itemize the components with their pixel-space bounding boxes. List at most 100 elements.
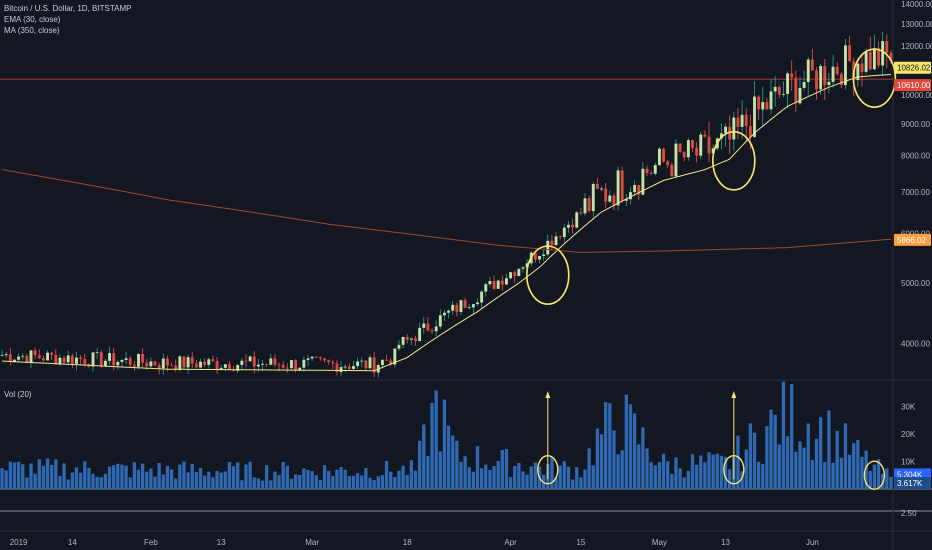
candle-body (864, 52, 868, 72)
candle-body (306, 358, 310, 360)
volume-bar (16, 461, 21, 489)
ema-legend: EMA (30, close) (4, 15, 61, 24)
candle-body (99, 352, 103, 366)
volume-bar (0, 468, 4, 489)
volume-bar (624, 394, 628, 489)
candle-body (604, 188, 608, 202)
candle-body (633, 185, 637, 193)
candle-body (554, 236, 558, 246)
candle-body (318, 357, 322, 359)
chart-title: Bitcoin / U.S. Dollar, 1D, BITSTAMP (4, 4, 132, 13)
candle-body (8, 354, 12, 362)
volume-bar (666, 461, 670, 489)
candle-body (54, 354, 58, 365)
candle-body (228, 364, 231, 371)
volume-bar (781, 381, 786, 489)
volume-bar (595, 428, 600, 489)
volume-bar (368, 477, 372, 489)
candle-body (653, 165, 657, 174)
candle-body (153, 361, 157, 366)
candle-body (504, 278, 508, 285)
candle-body (438, 315, 442, 327)
volume-bar (471, 471, 476, 489)
price-tick-label: 9000.00 (901, 120, 930, 129)
volume-bar (364, 468, 368, 489)
volume-bar (777, 444, 781, 489)
volume-bar (835, 430, 839, 489)
volume-bar (839, 457, 843, 489)
candle-body (703, 134, 707, 137)
candle-body (463, 300, 467, 308)
volume-bar (413, 470, 418, 489)
candle-body (285, 367, 289, 369)
volume-bar (459, 461, 463, 489)
volume-bar (165, 465, 170, 489)
candle-body (467, 307, 471, 309)
volume-bar (872, 464, 877, 489)
candle-body (629, 192, 632, 200)
candle-body (839, 74, 843, 86)
candle-body (480, 291, 484, 303)
candle-body (533, 252, 537, 260)
price-tick-label: 13000.00 (901, 20, 932, 29)
x-tick-label: 15 (576, 538, 585, 547)
candle-body (79, 357, 83, 359)
candle-body (881, 41, 885, 66)
volume-bar (637, 444, 641, 489)
volume-bar (504, 448, 509, 489)
volume-bar (397, 470, 401, 489)
candle-body (277, 364, 281, 366)
candle-body (496, 280, 500, 289)
candle-body (343, 366, 347, 368)
volume-bar (847, 454, 852, 489)
volume-bar (604, 402, 608, 489)
candle-body (128, 358, 132, 365)
volume-bar (116, 463, 120, 489)
candle-body (872, 48, 876, 70)
volume-bar (661, 453, 666, 489)
volume-bar (554, 477, 558, 489)
candle-body (517, 268, 521, 277)
volume-tick-label: 10K (901, 457, 916, 466)
candle-body (21, 355, 25, 357)
candle-body (385, 359, 389, 361)
candle-body (356, 361, 360, 367)
volume-bar (169, 469, 174, 489)
highlight-circle (712, 131, 756, 191)
volume-bar (579, 477, 583, 489)
volume-bar (33, 473, 37, 489)
volume-bar (149, 468, 153, 489)
candle-body (194, 363, 198, 368)
volume-bar (140, 463, 145, 489)
volume-bar (194, 472, 199, 489)
candle-body (50, 352, 54, 355)
ema-line (2, 73, 891, 372)
volume-bar (442, 399, 447, 489)
candle-body (66, 355, 70, 363)
volume-bar (761, 464, 765, 489)
volume-bar (198, 468, 203, 489)
volume-bar (649, 462, 653, 489)
volume-bar (496, 461, 500, 489)
volume-bar (591, 465, 595, 489)
volume-bar (587, 448, 591, 489)
candle-body (298, 367, 302, 370)
volume-bar (231, 466, 236, 489)
candle-body (95, 352, 99, 354)
candle-body (58, 357, 62, 365)
volume-bar (451, 435, 455, 489)
volume-bar (322, 465, 327, 489)
volume-bar (707, 452, 711, 489)
volume-bar (112, 465, 116, 489)
candle-body (182, 356, 186, 368)
price-tag (894, 79, 931, 92)
ma-line (2, 169, 891, 253)
x-tick-label: 2019 (10, 538, 28, 547)
candle-body (108, 353, 112, 361)
candle-body (323, 358, 326, 361)
candle-body (157, 365, 161, 369)
volume-bar (107, 466, 112, 489)
volume-bar (728, 469, 732, 489)
volume-bar (62, 463, 66, 489)
